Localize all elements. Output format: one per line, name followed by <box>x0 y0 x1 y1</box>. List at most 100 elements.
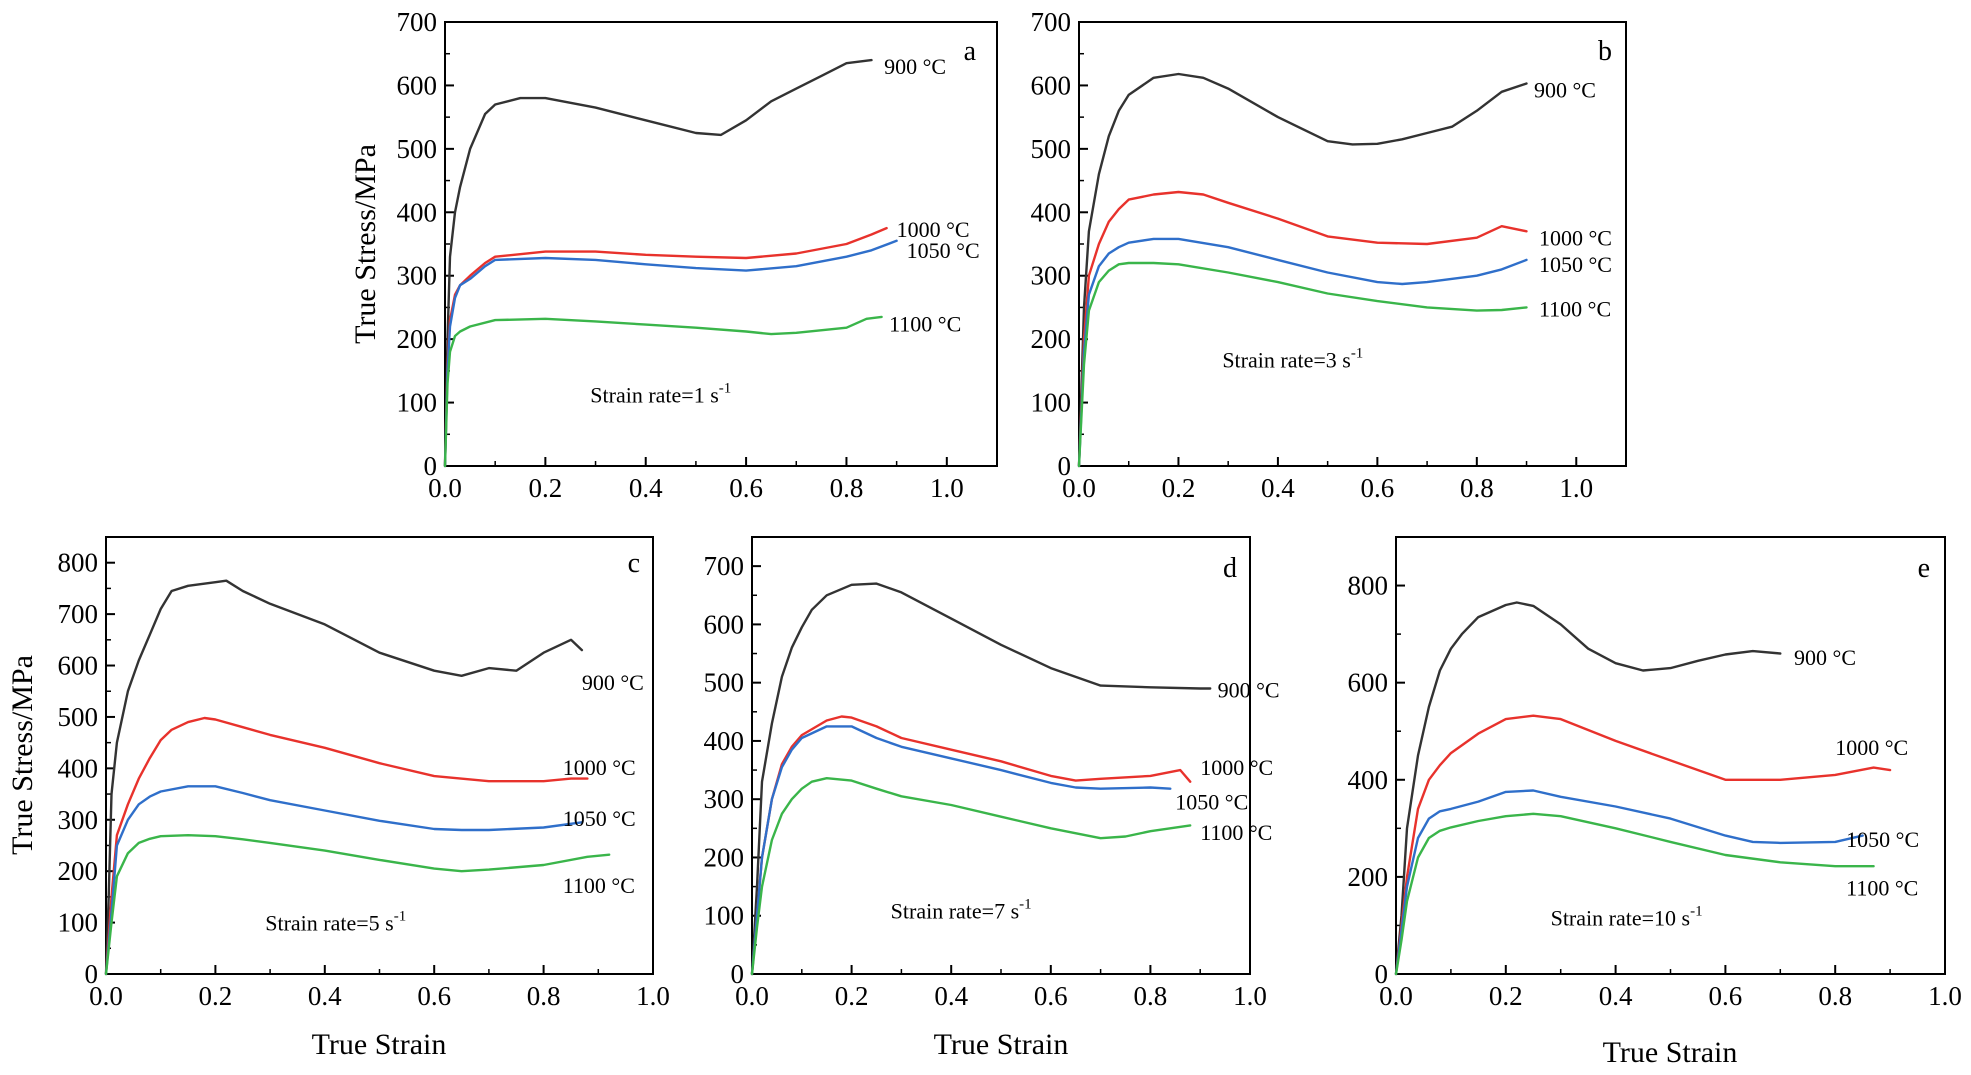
panel-a-plot: 0.0 0.2 0.4 0.6 0.8 1.0 0 100 200 300 400 500 600 700… <box>397 7 998 503</box>
panel-d-x-tick-label: 0.6 <box>1034 981 1068 1011</box>
panel-a-y-axis-label: True Stress/MPa <box>349 144 382 344</box>
panel-e-y-tick-label: 200 <box>1348 862 1389 892</box>
panel-c-y-tick-label: 700 <box>58 599 99 629</box>
panel-a-label-1100-c: 1100 °C <box>889 312 961 337</box>
panel-d-y-tick-label: 400 <box>704 726 745 756</box>
panel-c-x-tick-label: 0.8 <box>527 981 561 1011</box>
panel-a-label-900-c: 900 °C <box>884 54 946 79</box>
panel-d-y-tick-label: 300 <box>704 784 745 814</box>
panel-a-y-tick-label: 700 <box>397 7 438 37</box>
panel-c-series-1050-c <box>104 785 584 976</box>
panel-c-x-tick-label: 0.4 <box>308 981 342 1011</box>
panel-e-x-tick-label: 0.6 <box>1709 981 1743 1011</box>
panel-d: 0.0 0.2 0.4 0.6 0.8 1.0 0 100 200 300 400 500 600 700… <box>704 536 1280 1061</box>
panel-a-label-1000-c: 1000 °C <box>897 217 970 242</box>
panel-c-x-axis-label: True Strain <box>312 1028 447 1061</box>
panel-e-label-900-c: 900 °C <box>1794 645 1856 670</box>
panel-b-plot: 0.0 0.2 0.4 0.6 0.8 1.0 0 100 200 300 400 500 600 700… <box>1031 7 1627 503</box>
panel-d-y-tick-label: 700 <box>704 551 745 581</box>
panel-d-y-tick-label: 600 <box>704 609 745 639</box>
panel-a-label-1050-c: 1050 °C <box>907 238 980 263</box>
panel-d-label-900-c: 900 °C <box>1218 677 1280 702</box>
panel-c-y-tick-label: 400 <box>58 753 99 783</box>
panel-d-x-tick-label: 0.2 <box>835 981 869 1011</box>
panel-a-y-tick-label: 0 <box>424 451 438 481</box>
panel-b-y-tick-label: 100 <box>1031 388 1072 418</box>
panel-c-x-tick-label: 1.0 <box>636 981 670 1011</box>
panel-b-x-tick-label: 0.8 <box>1460 473 1494 503</box>
panel-d-y-tick-label: 0 <box>731 959 745 989</box>
panel-a-series-900-c <box>443 58 873 468</box>
panel-b-x-tick-label: 1.0 <box>1559 473 1593 503</box>
panel-b-label-1000-c: 1000 °C <box>1539 225 1612 250</box>
panel-e-label-1100-c: 1100 °C <box>1846 876 1918 901</box>
panel-b-series-1050-c <box>1077 237 1528 468</box>
panel-d-series-1000-c <box>750 715 1192 976</box>
panel-e-y-tick-label: 400 <box>1348 765 1389 795</box>
panel-b-series-1100-c <box>1077 261 1528 468</box>
panel-e-y-tick-label: 0 <box>1375 959 1389 989</box>
panel-c-series-1100-c <box>104 834 611 976</box>
panel-b-y-tick-label: 500 <box>1031 134 1072 164</box>
panel-d-series-1050-c <box>750 725 1172 976</box>
panel-a-x-tick-label: 1.0 <box>930 473 964 503</box>
panel-b-x-tick-label: 0.6 <box>1360 473 1394 503</box>
panel-d-strain-rate-annotation: Strain rate=7 s-1 <box>891 897 1032 924</box>
panel-d-plot: 0.0 0.2 0.4 0.6 0.8 1.0 0 100 200 300 400 500 600 700… <box>704 536 1280 1011</box>
panel-c-y-axis-label: True Stress/MPa <box>6 655 39 855</box>
panel-d-y-tick-label: 100 <box>704 901 745 931</box>
panel-a-series-1000-c <box>443 226 888 468</box>
panel-d-x-tick-label: 0.0 <box>735 981 769 1011</box>
panel-e-x-tick-label: 0.4 <box>1599 981 1633 1011</box>
panel-e-x-tick-label: 1.0 <box>1928 981 1962 1011</box>
panel-c-plot: 0.0 0.2 0.4 0.6 0.8 1.0 0 100 200 300 400 500 600 700… <box>58 536 670 1011</box>
panel-d-label-1000-c: 1000 °C <box>1200 755 1273 780</box>
panel-d-letter: d <box>1223 553 1237 584</box>
panel-b-label-1100-c: 1100 °C <box>1539 296 1611 321</box>
panel-d-y-tick-label: 200 <box>704 842 745 872</box>
panel-a-y-tick-label: 600 <box>397 70 438 100</box>
panel-e-label-1050-c: 1050 °C <box>1846 827 1919 852</box>
panel-a-y-tick-label: 500 <box>397 134 438 164</box>
panel-e-plot: 0.0 0.2 0.4 0.6 0.8 1.0 0 200 400 600 800 900 °C 100… <box>1348 536 1962 1011</box>
panel-e-letter: e <box>1918 553 1930 584</box>
panel-e-y-tick-label: 600 <box>1348 668 1389 698</box>
panel-c-label-900-c: 900 °C <box>582 670 644 695</box>
panel-b-x-tick-label: 0.0 <box>1062 473 1096 503</box>
panel-e-x-axis-label: True Strain <box>1603 1036 1738 1069</box>
panel-a-letter: a <box>964 36 977 67</box>
panel-b-strain-rate-annotation: Strain rate=3 s-1 <box>1222 346 1363 373</box>
panel-e-series-1050-c <box>1394 789 1864 976</box>
panel-e-x-tick-label: 0.2 <box>1489 981 1523 1011</box>
panel-d-x-tick-label: 0.8 <box>1134 981 1168 1011</box>
panel-c-y-tick-label: 300 <box>58 805 99 835</box>
panel-a-strain-rate-annotation: Strain rate=1 s-1 <box>590 381 731 408</box>
panel-e-x-tick-label: 0.0 <box>1379 981 1413 1011</box>
panel-a-series-1100-c <box>443 315 883 468</box>
panel-c-y-tick-label: 800 <box>58 548 99 578</box>
panel-b-y-tick-label: 200 <box>1031 324 1072 354</box>
panel-c-x-tick-label: 0.6 <box>417 981 451 1011</box>
panel-c-x-tick-label: 0.2 <box>199 981 233 1011</box>
panel-e-strain-rate-annotation: Strain rate=10 s-1 <box>1551 903 1703 930</box>
panel-e-series-900-c <box>1394 601 1782 976</box>
panel-b-label-900-c: 900 °C <box>1534 78 1596 103</box>
panel-b-y-tick-label: 0 <box>1058 451 1072 481</box>
panel-c-y-tick-label: 600 <box>58 651 99 681</box>
panel-a-x-tick-label: 0.4 <box>629 473 663 503</box>
panel-c-letter: c <box>628 548 640 579</box>
panel-d-series-1100-c <box>750 777 1192 976</box>
panel-a-x-tick-label: 0.0 <box>428 473 462 503</box>
panel-c-y-tick-label: 200 <box>58 856 99 886</box>
panel-c-series-1000-c <box>104 716 589 976</box>
panel-c-y-tick-label: 100 <box>58 908 99 938</box>
panel-a-y-tick-label: 200 <box>397 324 438 354</box>
panel-c-x-tick-label: 0.0 <box>89 981 123 1011</box>
panel-c-series-900-c <box>104 579 584 976</box>
panel-a: 0.0 0.2 0.4 0.6 0.8 1.0 0 100 200 300 400 500 600 700… <box>349 7 998 503</box>
panel-d-label-1100-c: 1100 °C <box>1200 820 1272 845</box>
panel-d-y-tick-label: 500 <box>704 668 745 698</box>
panel-a-x-tick-label: 0.6 <box>729 473 763 503</box>
panel-b-y-tick-label: 700 <box>1031 7 1072 37</box>
